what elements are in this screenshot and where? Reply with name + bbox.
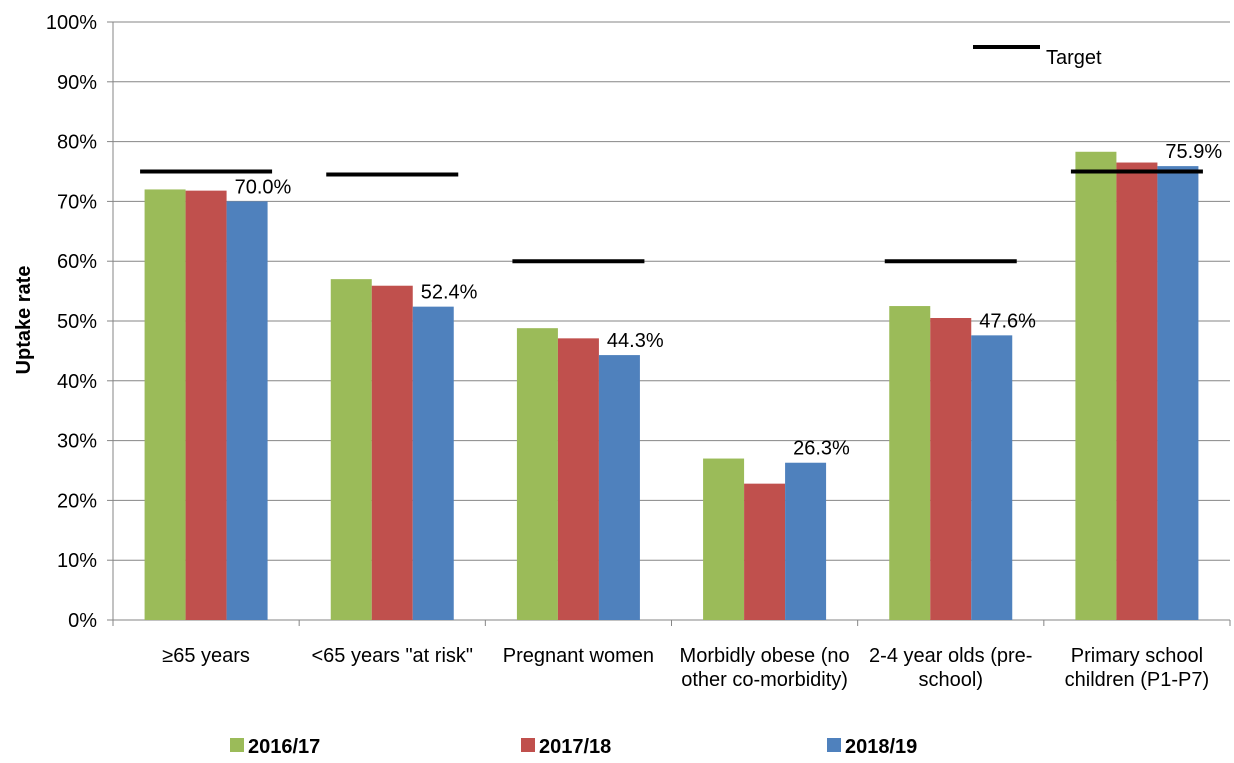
data-label: 26.3% bbox=[793, 438, 850, 460]
y-tick-label: 40% bbox=[57, 371, 97, 393]
bar bbox=[744, 483, 786, 620]
legend-swatch bbox=[827, 738, 841, 752]
y-tick-label: 20% bbox=[57, 490, 97, 512]
x-tick-label: Pregnant women bbox=[502, 645, 654, 667]
bar bbox=[185, 190, 227, 621]
bar bbox=[703, 458, 745, 620]
legend-label: 2017/18 bbox=[539, 736, 611, 758]
bar bbox=[516, 328, 558, 620]
data-label: 44.3% bbox=[607, 330, 664, 352]
bar bbox=[412, 306, 454, 620]
x-tick-label: Primary school children (P1-P7) bbox=[1064, 645, 1210, 691]
data-label: 47.6% bbox=[979, 310, 1036, 332]
data-label: 70.0% bbox=[235, 176, 292, 198]
bar bbox=[1075, 151, 1117, 621]
y-tick-label: 30% bbox=[57, 431, 97, 453]
bar bbox=[371, 285, 413, 620]
bar bbox=[930, 318, 972, 620]
x-tick-label: 2-4 year olds (pre-school) bbox=[869, 645, 1033, 691]
bar bbox=[1157, 166, 1199, 621]
y-tick-label: 100% bbox=[46, 12, 97, 34]
y-axis-title: Uptake rate bbox=[13, 266, 35, 375]
bar bbox=[971, 335, 1013, 620]
bar bbox=[144, 189, 186, 620]
y-tick-label: 80% bbox=[57, 132, 97, 154]
x-tick-label: Morbidly obese (no other co-morbidity) bbox=[679, 645, 850, 691]
y-tick-label: 50% bbox=[57, 311, 97, 333]
bar bbox=[557, 338, 599, 620]
legend-label: 2018/19 bbox=[845, 736, 917, 758]
legend-label: Target bbox=[1046, 47, 1102, 69]
bar bbox=[330, 279, 372, 620]
legend-swatch bbox=[230, 738, 244, 752]
y-tick-label: 70% bbox=[57, 191, 97, 213]
bar bbox=[785, 462, 827, 620]
y-tick-label: 0% bbox=[68, 610, 97, 632]
data-label: 75.9% bbox=[1165, 141, 1222, 163]
data-label: 52.4% bbox=[421, 282, 478, 304]
x-tick-label: ≥65 years bbox=[162, 645, 250, 667]
bar bbox=[889, 306, 931, 620]
bar bbox=[598, 355, 640, 620]
y-tick-label: 60% bbox=[57, 251, 97, 273]
legend-label: 2016/17 bbox=[248, 736, 320, 758]
bar bbox=[1116, 162, 1158, 620]
x-tick-label: <65 years "at risk" bbox=[311, 645, 473, 667]
bar bbox=[226, 201, 268, 620]
legend-swatch bbox=[521, 738, 535, 752]
y-tick-label: 90% bbox=[57, 72, 97, 94]
y-tick-label: 10% bbox=[57, 550, 97, 572]
